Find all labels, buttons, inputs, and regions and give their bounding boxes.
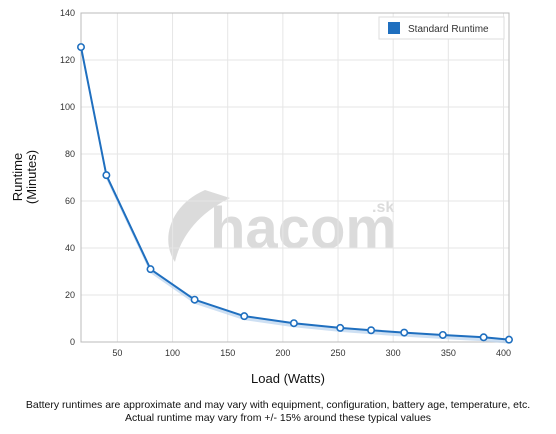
x-tick-label: 100 [165, 348, 180, 358]
data-point [289, 319, 298, 328]
x-tick-label: 50 [112, 348, 122, 358]
y-tick-label: 0 [70, 337, 75, 347]
y-axis-ticks: 0 20 40 60 80 100 120 140 [60, 8, 75, 347]
watermark-swoosh [168, 190, 230, 262]
footnote-line-2: Actual runtime may vary from +/- 15% aro… [124, 412, 432, 424]
x-axis-title: Load (Watts) [251, 371, 325, 386]
x-tick-label: 300 [386, 348, 401, 358]
plot-area [80, 12, 510, 343]
x-tick-label: 150 [220, 348, 235, 358]
data-point [146, 265, 155, 274]
x-axis-ticks: 50 100 150 200 250 300 350 400 [112, 348, 511, 358]
y-axis-title: Runtime (Minutes) [10, 150, 39, 204]
data-point [336, 323, 345, 332]
y-tick-label: 40 [65, 243, 75, 253]
x-tick-label: 400 [496, 348, 511, 358]
legend-box [378, 16, 505, 40]
grid-lines [81, 13, 509, 342]
data-point [367, 326, 376, 335]
x-tick-label: 350 [441, 348, 456, 358]
y-axis-title-line2: (Minutes) [24, 150, 39, 204]
y-tick-label: 120 [60, 55, 75, 65]
data-point [240, 312, 249, 321]
legend-swatch [388, 22, 400, 34]
footnote-line-1: Battery runtimes are approximate and may… [25, 399, 531, 411]
y-tick-label: 140 [60, 8, 75, 18]
legend: Standard Runtime [378, 16, 505, 40]
y-tick-label: 80 [65, 149, 75, 159]
data-point [77, 43, 86, 52]
data-point [438, 330, 447, 339]
x-tick-label: 250 [331, 348, 346, 358]
watermark-logo: hacom .sk [168, 190, 397, 262]
data-point [102, 171, 111, 180]
data-point [504, 335, 513, 344]
data-point [400, 328, 409, 337]
watermark-suffix: .sk [372, 199, 394, 216]
legend-label: Standard Runtime [408, 24, 489, 35]
y-axis-title-line1: Runtime [10, 153, 25, 201]
y-tick-label: 60 [65, 196, 75, 206]
data-point [479, 333, 488, 342]
data-point [190, 295, 199, 304]
series-line [80, 46, 510, 341]
y-tick-label: 20 [65, 290, 75, 300]
y-tick-label: 100 [60, 102, 75, 112]
series-layer [77, 43, 513, 344]
watermark-text: hacom [210, 196, 397, 261]
x-tick-label: 200 [275, 348, 290, 358]
